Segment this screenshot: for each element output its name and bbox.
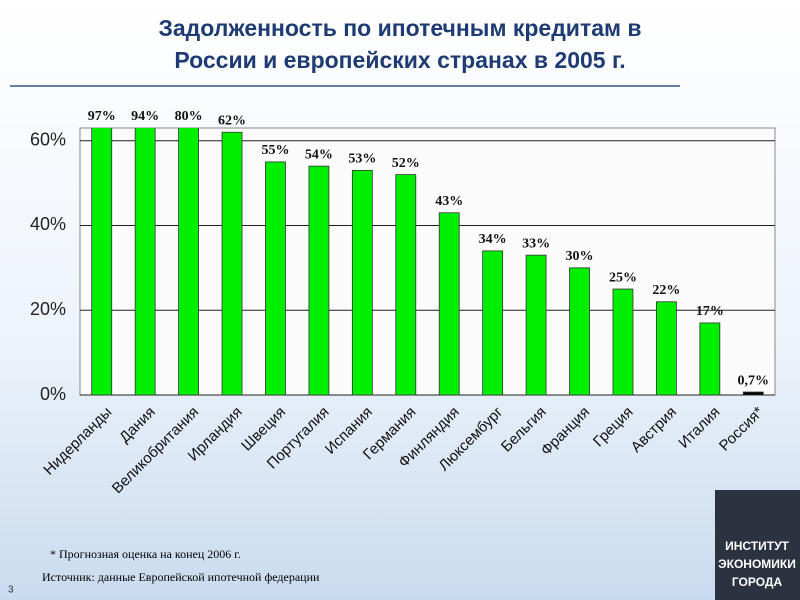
bar [351,169,373,396]
logo-box [715,490,800,600]
bar [221,131,243,396]
bar [134,128,156,396]
logo-text: ЭКОНОМИКИ [718,557,796,571]
y-tick-label: 60% [30,129,66,149]
data-label: 22% [652,283,680,298]
bar [699,322,721,396]
logo-text: ИНСТИТУТ [725,539,789,553]
data-label: 53% [348,152,376,167]
data-label: 55% [261,143,289,158]
slide-number: 3 [8,585,14,596]
data-label: 34% [479,232,507,247]
chart-title-line: Задолженность по ипотечным кредитам в [158,15,641,41]
chart-title: Задолженность по ипотечным кредитам в Рос… [158,15,641,73]
data-label: 97% [88,109,116,124]
chart-title-line: России и европейских странах в 2005 г. [174,47,625,73]
footnote: * Прогнозная оценка на конец 2006 г. [50,547,241,561]
y-tick-label: 40% [30,214,66,234]
x-tick-label: Италия [675,404,723,452]
data-label: 62% [218,113,246,128]
y-tick-label: 20% [30,299,66,319]
data-label: 17% [696,304,724,319]
bar [612,288,634,396]
data-label: 30% [566,249,594,264]
data-label: 80% [175,109,203,124]
data-label: 33% [522,236,550,251]
bar [525,254,547,396]
bar [265,161,286,396]
bar [742,391,764,396]
bar [178,128,199,396]
data-label: 43% [435,194,463,209]
data-label: 52% [392,156,420,171]
data-label: 25% [609,270,637,285]
source: Источник: данные Европейской ипотечной ф… [42,570,320,584]
bar [656,301,677,396]
bar [569,267,590,396]
bar [482,250,504,396]
x-tick-label: Австрия [628,404,680,456]
y-tick-label: 0% [40,384,66,404]
bar [91,128,113,396]
bar [438,212,460,396]
x-tick-label: Дания [116,404,159,447]
bars [91,128,764,396]
data-label: 0,7% [738,373,770,388]
data-label: 54% [305,147,333,162]
bar [308,165,330,396]
x-tick-label: Нидерланды [40,404,115,479]
data-label: 94% [131,109,159,124]
x-tick-label: Россия* [716,404,767,455]
bar [395,174,417,396]
logo-text: ГОРОДА [732,575,783,589]
